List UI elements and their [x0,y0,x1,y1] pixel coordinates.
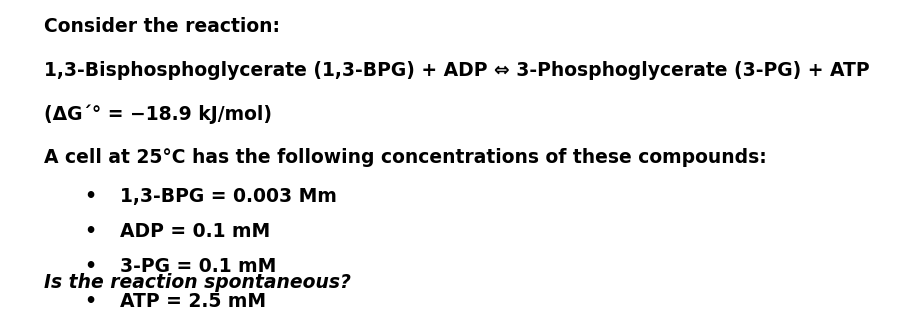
Text: Is the reaction spontaneous?: Is the reaction spontaneous? [44,273,351,292]
Text: Consider the reaction:: Consider the reaction: [44,17,280,36]
Text: ATP = 2.5 mM: ATP = 2.5 mM [119,292,266,311]
Text: (ΔG´° = −18.9 kJ/mol): (ΔG´° = −18.9 kJ/mol) [44,105,272,124]
Text: •: • [85,187,96,206]
Text: A cell at 25°C has the following concentrations of these compounds:: A cell at 25°C has the following concent… [44,148,766,167]
Text: 1,3-BPG = 0.003 Mm: 1,3-BPG = 0.003 Mm [119,187,336,206]
Text: 3-PG = 0.1 mM: 3-PG = 0.1 mM [119,257,276,276]
Text: ADP = 0.1 mM: ADP = 0.1 mM [119,222,269,241]
Text: •: • [85,292,96,311]
Text: •: • [85,222,96,241]
Text: 1,3-Bisphosphoglycerate (1,3-BPG) + ADP ⇔ 3-Phosphoglycerate (3-PG) + ATP: 1,3-Bisphosphoglycerate (1,3-BPG) + ADP … [44,61,868,80]
Text: •: • [85,257,96,276]
